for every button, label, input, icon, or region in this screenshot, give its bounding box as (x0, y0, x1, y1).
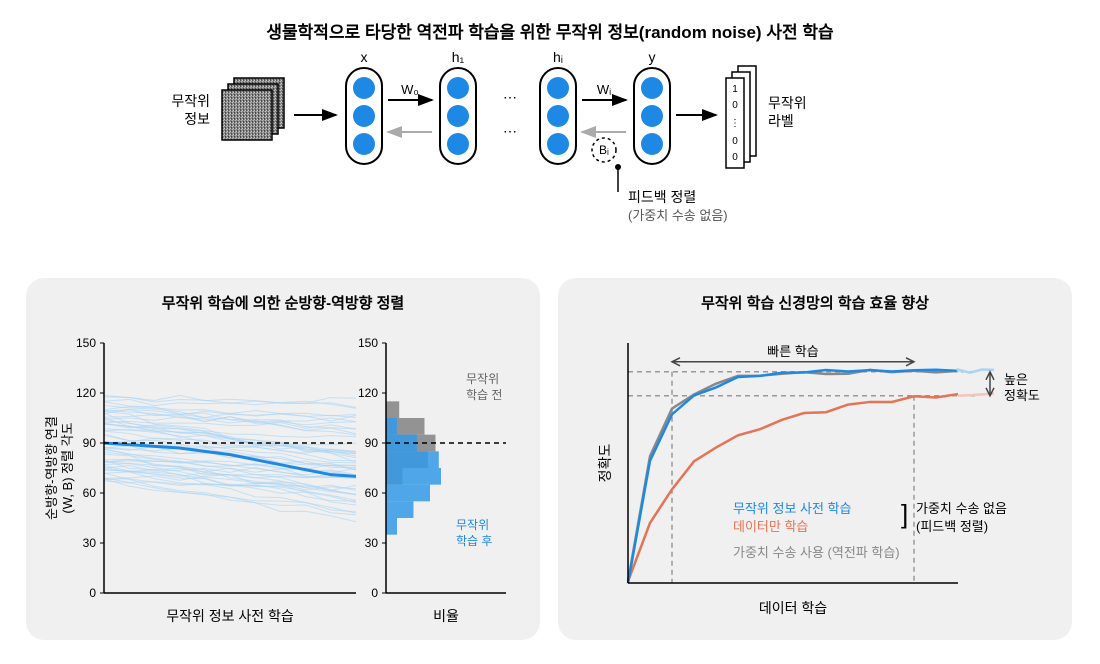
svg-text:⋯: ⋯ (503, 89, 517, 105)
svg-text:60: 60 (365, 486, 379, 500)
svg-text:x: x (361, 50, 368, 65)
output-label-1: 무작위 (768, 95, 807, 111)
svg-text:데이터만 학습: 데이터만 학습 (733, 519, 808, 534)
output-labels: 0 1 ⋮ 1 0 0 1 ⋮ 0 0 1 0 ⋮ 0 0 (726, 66, 756, 168)
panel-alignment: 무작위 학습에 의한 순방향-역방향 정렬 0 30 60 90 120 150 순방향-… (26, 278, 540, 640)
svg-text:0: 0 (371, 586, 378, 600)
svg-text:30: 30 (365, 536, 379, 550)
svg-text:W₀: W₀ (401, 82, 419, 97)
panel-efficiency: 무작위 학습 신경망의 학습 효율 향상 정확도 데이터 학습 빠른 학습 높은… (558, 278, 1072, 640)
svg-text:비율: 비율 (433, 608, 459, 624)
svg-text:정확도: 정확도 (597, 444, 613, 483)
svg-text:학습 전: 학습 전 (466, 388, 502, 402)
svg-text:(W, B) 정렬 각도: (W, B) 정렬 각도 (60, 422, 75, 513)
svg-text:가중치 수송 사용 (역전파 학습): 가중치 수송 사용 (역전파 학습) (733, 545, 900, 560)
svg-text:(가중치 수송 없음): (가중치 수송 없음) (628, 208, 728, 223)
svg-text:Bᵢ: Bᵢ (599, 143, 609, 157)
svg-text:90: 90 (365, 436, 379, 450)
svg-text:무작위: 무작위 (456, 518, 489, 532)
svg-text:1: 1 (732, 84, 738, 95)
diagram-svg: 무작위 정보 x W₀ h₁ ⋯ ⋯ hᵢ Wᵢ Bᵢ 피드백 정렬 (가중 (0, 50, 1100, 260)
svg-text:y: y (649, 50, 656, 65)
svg-text:h₁: h₁ (452, 50, 465, 65)
layer-h1: h₁ (440, 50, 476, 164)
svg-text:Wᵢ: Wᵢ (597, 82, 611, 97)
svg-text:무작위 정보 사전 학습: 무작위 정보 사전 학습 (166, 608, 294, 624)
svg-text:⋯: ⋯ (503, 123, 517, 139)
panel-left-title: 무작위 학습에 의한 순방향-역방향 정렬 (26, 278, 540, 313)
svg-text:0: 0 (732, 152, 738, 163)
svg-text:학습 후: 학습 후 (456, 534, 492, 548)
efficiency-chart: 정확도 데이터 학습 빠른 학습 높은 정확도 무작위 정보 사전 학습 데이터… (558, 313, 1072, 639)
svg-text:무작위: 무작위 (466, 372, 499, 386)
alignment-chart: 0 30 60 90 120 150 순방향-역방향 연결 (W, B) 정렬 각도 무작… (26, 313, 540, 639)
svg-text:150: 150 (76, 336, 96, 350)
svg-text:hᵢ: hᵢ (553, 50, 563, 65)
svg-text:빠른 학습: 빠른 학습 (767, 344, 818, 359)
noise-input (222, 78, 284, 140)
input-label-2: 정보 (184, 111, 210, 127)
svg-text:90: 90 (83, 436, 97, 450)
input-label-1: 무작위 (171, 93, 210, 109)
svg-text:120: 120 (358, 386, 378, 400)
svg-text:높은: 높은 (1004, 372, 1028, 387)
layer-x: x (346, 50, 382, 164)
svg-text:30: 30 (83, 536, 97, 550)
svg-text:가중치 수송 없음: 가중치 수송 없음 (916, 501, 1007, 516)
svg-text:정확도: 정확도 (1004, 388, 1040, 403)
main-title: 생물학적으로 타당한 역전파 학습을 위한 무작위 정보(random nois… (0, 18, 1100, 43)
layer-hi: hᵢ (540, 50, 576, 164)
svg-text:120: 120 (76, 386, 96, 400)
svg-text:0: 0 (732, 136, 738, 147)
network-diagram: 무작위 정보 x W₀ h₁ ⋯ ⋯ hᵢ Wᵢ Bᵢ 피드백 정렬 (가중 (0, 50, 1100, 250)
svg-text:(피드백 정렬): (피드백 정렬) (916, 519, 988, 534)
svg-text:순방향-역방향 연결: 순방향-역방향 연결 (44, 416, 59, 520)
svg-text:피드백 정렬: 피드백 정렬 (628, 189, 696, 205)
svg-text:⋮: ⋮ (730, 118, 740, 129)
panel-right-title: 무작위 학습 신경망의 학습 효율 향상 (558, 278, 1072, 313)
svg-text:]: ] (901, 499, 908, 529)
svg-text:무작위 정보 사전 학습: 무작위 정보 사전 학습 (733, 501, 852, 516)
svg-text:0: 0 (89, 586, 96, 600)
svg-text:0: 0 (732, 100, 738, 111)
layer-y: y (634, 50, 670, 164)
svg-text:60: 60 (83, 486, 97, 500)
svg-text:150: 150 (358, 336, 378, 350)
output-label-2: 라벨 (768, 113, 794, 129)
svg-text:데이터 학습: 데이터 학습 (759, 600, 827, 616)
